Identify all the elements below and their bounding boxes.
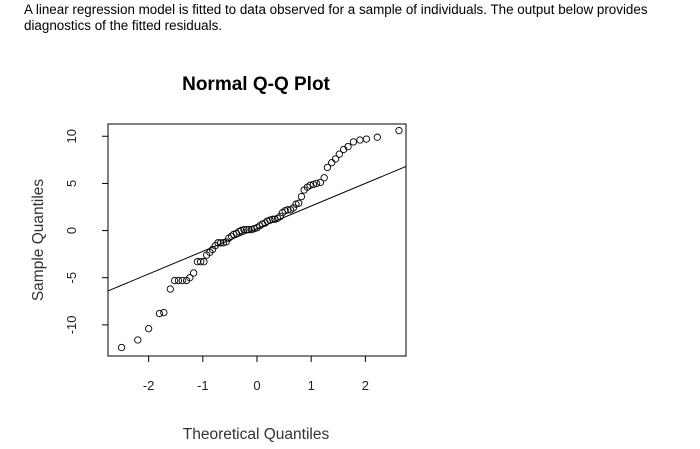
qq-point	[312, 179, 321, 188]
qq-point	[323, 163, 332, 172]
plot-frame	[107, 123, 407, 357]
qq-point	[356, 136, 364, 144]
qq-point	[186, 274, 194, 282]
chart-title: Normal Q-Q Plot	[182, 74, 330, 95]
y-tick-label: 5	[64, 180, 79, 187]
qq-point	[155, 309, 164, 318]
qq-point	[197, 258, 205, 266]
qq-point	[344, 142, 352, 151]
qq-point	[170, 276, 179, 285]
qq-point	[309, 180, 317, 189]
qq-point	[222, 238, 230, 246]
qq-point	[144, 325, 153, 333]
x-tick-label: 0	[253, 378, 260, 393]
qq-point	[295, 199, 303, 207]
qq-point	[217, 239, 225, 247]
qq-point	[328, 159, 336, 167]
qq-point	[373, 133, 381, 141]
qq-point	[335, 150, 344, 158]
qq-point	[297, 192, 306, 201]
qq-point	[395, 126, 403, 135]
qq-point	[178, 276, 186, 285]
x-tick-label: 2	[362, 378, 369, 393]
qq-point	[276, 212, 284, 221]
qq-point	[269, 215, 277, 223]
y-axis: -10 -5 0 5 10	[64, 129, 108, 334]
qq-point	[331, 155, 340, 163]
qq-point	[243, 225, 251, 234]
data-points	[117, 126, 403, 352]
qq-point	[208, 245, 217, 254]
x-axis: -2 -1 0 1 2	[143, 356, 369, 393]
qq-point	[320, 174, 328, 182]
qq-point	[284, 206, 292, 214]
x-tick-label: -2	[143, 378, 155, 393]
y-axis-label: Sample Quantiles	[30, 179, 47, 302]
qq-point	[306, 181, 314, 189]
qq-point	[166, 285, 174, 293]
qq-point	[160, 308, 168, 317]
qq-point	[134, 336, 142, 344]
qq-point	[174, 276, 183, 285]
qq-point	[362, 135, 371, 143]
y-tick-label: -10	[64, 315, 79, 334]
qq-point	[117, 343, 126, 352]
qq-point	[316, 178, 325, 187]
x-axis-label: Theoretical Quantiles	[183, 426, 330, 443]
x-tick-label: 1	[308, 378, 315, 393]
qq-point	[240, 225, 248, 234]
qq-point	[200, 258, 208, 266]
x-tick-label: -1	[197, 378, 209, 393]
question-text: A linear regression model is fitted to d…	[24, 2, 648, 33]
y-tick-label: -5	[64, 272, 79, 284]
y-tick-label: 0	[64, 227, 79, 234]
reference-line	[107, 165, 407, 292]
qq-point	[349, 138, 358, 146]
y-tick-label: 10	[64, 129, 79, 143]
qq-point	[189, 269, 198, 277]
qq-point	[214, 239, 222, 247]
qq-point	[245, 225, 253, 234]
qq-point	[289, 204, 297, 212]
